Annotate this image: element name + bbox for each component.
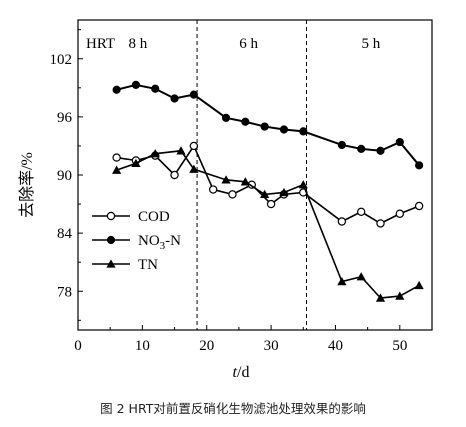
data-point — [240, 177, 250, 186]
data-point — [279, 125, 289, 134]
x-axis-label-unit: /d — [237, 364, 249, 381]
data-point — [189, 164, 199, 173]
series-line — [116, 144, 420, 225]
data-point — [106, 235, 116, 245]
phase-label-1: 8 h — [128, 36, 147, 52]
x-axis-label-var: t — [233, 364, 238, 381]
data-point — [176, 146, 186, 155]
data-point — [298, 180, 308, 189]
data-point — [189, 141, 199, 151]
data-point — [150, 149, 160, 158]
y-tick-label: 84 — [57, 226, 73, 242]
data-point — [357, 144, 366, 153]
y-tick-label: 102 — [50, 52, 73, 68]
data-point — [260, 122, 269, 131]
plot-border — [77, 19, 433, 331]
y-axis-label: 去除率/% — [18, 152, 36, 218]
data-point — [395, 209, 405, 218]
data-point — [376, 219, 385, 228]
data-point — [131, 158, 141, 168]
phase-labels: 8 h 6 h 5 h — [128, 36, 380, 52]
x-tick-label: 50 — [392, 338, 407, 354]
axis-ticks — [77, 29, 433, 330]
x-tick-label: 30 — [264, 338, 279, 354]
data-point — [376, 146, 385, 155]
x-axis-label: t/d — [233, 364, 250, 381]
y-tick-label: 96 — [57, 110, 73, 126]
data-point — [106, 259, 116, 268]
phase-label-2: 6 h — [239, 36, 258, 52]
data-point — [189, 90, 198, 99]
x-tick-label: 40 — [328, 338, 343, 354]
data-point — [208, 185, 218, 194]
y-tick-label: 90 — [57, 168, 72, 184]
data-point — [221, 175, 231, 184]
data-point — [112, 165, 122, 174]
data-point — [106, 211, 116, 221]
data-point — [131, 80, 141, 90]
phase-label-3: 5 h — [361, 36, 380, 52]
data-point — [299, 127, 308, 136]
x-tick-label: 10 — [135, 338, 150, 354]
series-cod — [112, 141, 424, 228]
phase-divider-lines — [196, 20, 307, 330]
data-point — [337, 217, 347, 226]
data-point — [337, 276, 347, 286]
plot-frame — [77, 19, 433, 331]
data-point — [266, 199, 276, 209]
data-point — [357, 207, 366, 217]
hrt-label: HRT — [86, 36, 115, 52]
series-no3-n — [112, 80, 424, 170]
data-point — [395, 291, 405, 300]
data-point — [395, 137, 404, 147]
data-point — [414, 201, 424, 211]
data-point — [414, 280, 424, 290]
removal-rate-chart: 0 10 20 30 40 50 78 84 90 96 102 HRT 8 h 6 h 5 h COD… — [18, 19, 433, 381]
series-tn — [112, 146, 424, 302]
legend-label: COD — [138, 209, 170, 225]
data-point — [170, 94, 179, 103]
data-point — [112, 153, 121, 162]
legend-label: TN — [138, 257, 158, 273]
data-point — [356, 272, 366, 281]
legend: COD NO3-N TN — [92, 209, 181, 273]
data-point — [260, 189, 270, 199]
data-point — [151, 84, 160, 93]
data-point — [228, 190, 237, 199]
y-tick-label: 78 — [57, 284, 72, 300]
figure-caption: 图 2 HRT对前置反硝化生物滤池处理效果的影响 — [100, 401, 366, 416]
data-point — [415, 161, 424, 170]
axis-tick-labels: 0 10 20 30 40 50 78 84 90 96 102 — [50, 52, 408, 354]
data-point — [170, 170, 179, 180]
x-tick-label: 20 — [199, 338, 214, 354]
data-point — [112, 85, 121, 94]
data-point — [221, 113, 231, 122]
data-point — [375, 293, 386, 302]
x-tick-label: 0 — [74, 338, 82, 354]
data-point — [241, 117, 250, 126]
legend-label: NO3-N — [138, 233, 181, 252]
series-layer — [112, 80, 424, 302]
data-point — [279, 187, 289, 197]
data-point — [337, 140, 346, 150]
